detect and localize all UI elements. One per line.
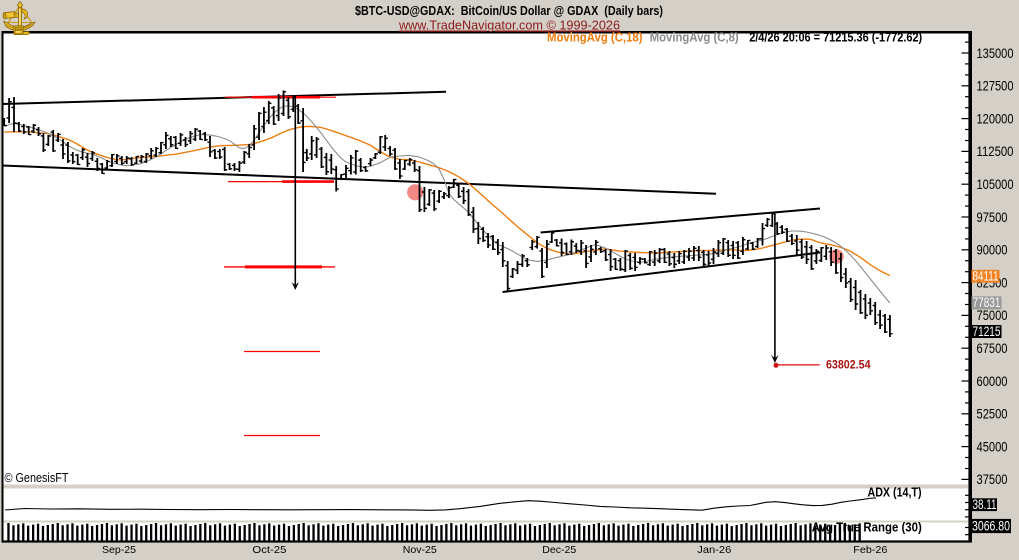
svg-text:MovingAvg (C,18): MovingAvg (C,18) [547, 30, 643, 45]
svg-text:ADX (14,T): ADX (14,T) [868, 485, 922, 499]
svg-text:63802.54: 63802.54 [826, 359, 871, 371]
svg-text:45000: 45000 [977, 438, 1008, 454]
svg-text:127500: 127500 [977, 78, 1014, 94]
svg-text:97500: 97500 [977, 209, 1008, 225]
svg-text:Oct-25: Oct-25 [252, 544, 286, 556]
svg-text:$BTC-USD@GDAX: BitCoin/US Dol: $BTC-USD@GDAX: BitCoin/US Dollar @ GDAX … [355, 3, 663, 18]
svg-text:www.TradeNavigator.com © 1999-: www.TradeNavigator.com © 1999-2026 [398, 18, 620, 33]
svg-text:Feb-26: Feb-26 [853, 544, 887, 556]
svg-text:Dec-25: Dec-25 [542, 544, 576, 556]
svg-text:38.11: 38.11 [973, 497, 997, 512]
svg-text:Avg True Range (30): Avg True Range (30) [812, 521, 922, 535]
svg-text:84111: 84111 [973, 268, 999, 283]
svg-text:37500: 37500 [977, 471, 1008, 487]
svg-text:90000: 90000 [977, 242, 1008, 258]
svg-text:75000: 75000 [977, 307, 1008, 323]
svg-text:Sep-25: Sep-25 [102, 544, 136, 556]
svg-text:© GenesisFT: © GenesisFT [5, 471, 69, 485]
svg-text:Jan-26: Jan-26 [697, 544, 731, 556]
svg-text:120000: 120000 [977, 110, 1014, 126]
svg-text:2/4/26 20:06 = 71215.36 (-1772: 2/4/26 20:06 = 71215.36 (-1772.62) [749, 30, 922, 45]
svg-text:135000: 135000 [977, 45, 1014, 61]
svg-text:71215: 71215 [973, 324, 1001, 339]
svg-text:MovingAvg (C,8): MovingAvg (C,8) [650, 30, 739, 45]
svg-text:105000: 105000 [977, 176, 1014, 192]
svg-text:Nov-25: Nov-25 [403, 544, 437, 556]
svg-text:52500: 52500 [977, 406, 1008, 422]
svg-text:77831: 77831 [973, 295, 1001, 310]
svg-text:112500: 112500 [977, 143, 1014, 159]
svg-text:60000: 60000 [977, 373, 1008, 389]
svg-text:3066.80: 3066.80 [972, 519, 1010, 534]
svg-text:67500: 67500 [977, 340, 1008, 356]
